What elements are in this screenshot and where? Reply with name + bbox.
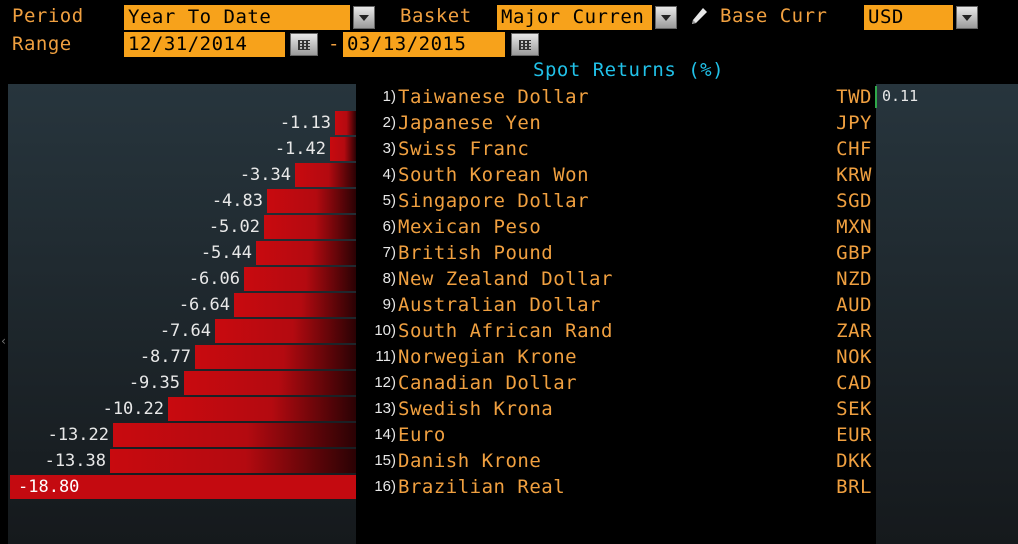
return-value-label: -13.38 (44, 451, 106, 471)
return-bar[interactable] (215, 319, 356, 343)
currency-name[interactable]: Brazilian Real (398, 476, 566, 498)
currency-code[interactable]: BRL (836, 476, 872, 498)
return-value-label: -18.80 (18, 477, 80, 497)
scroll-left-icon[interactable]: ‹ (0, 334, 8, 348)
rank-label: 13) (374, 400, 396, 417)
rank-label: 9) (382, 296, 396, 313)
base-currency-label: Base Curr (720, 5, 828, 27)
return-bar[interactable] (335, 111, 356, 135)
period-select[interactable]: Year To Date (124, 5, 350, 30)
currency-code[interactable]: GBP (836, 242, 872, 264)
currency-name[interactable]: Singapore Dollar (398, 190, 590, 212)
currency-code[interactable]: TWD (836, 86, 872, 108)
currency-code[interactable]: SEK (836, 398, 872, 420)
return-value-label: -13.22 (47, 425, 109, 445)
currency-code[interactable]: MXN (836, 216, 872, 238)
return-value-label: -5.02 (208, 217, 260, 237)
currency-name[interactable]: Japanese Yen (398, 112, 542, 134)
range-start-input[interactable]: 12/31/2014 (124, 32, 285, 57)
return-value-label: -8.77 (139, 347, 191, 367)
return-value-label: -4.83 (211, 191, 263, 211)
return-value-label: -6.06 (188, 269, 240, 289)
currency-name[interactable]: British Pound (398, 242, 554, 264)
currency-code[interactable]: NZD (836, 268, 872, 290)
currency-code[interactable]: CHF (836, 138, 872, 160)
currency-code[interactable]: DKK (836, 450, 872, 472)
period-label: Period (12, 5, 84, 27)
currency-code[interactable]: JPY (836, 112, 872, 134)
return-value-label: -9.35 (128, 373, 180, 393)
currency-name[interactable]: Mexican Peso (398, 216, 542, 238)
range-end-input[interactable]: 03/13/2015 (343, 32, 505, 57)
rank-label: 6) (382, 218, 396, 235)
return-bar[interactable] (113, 423, 356, 447)
return-bar[interactable] (295, 163, 356, 187)
return-value-label: -6.64 (178, 295, 230, 315)
base-currency-dropdown-button[interactable] (956, 6, 978, 29)
pencil-icon[interactable] (690, 7, 708, 27)
return-bar[interactable] (110, 449, 356, 473)
rank-label: 16) (374, 478, 396, 495)
return-value-label: -1.42 (274, 139, 326, 159)
currency-name[interactable]: Taiwanese Dollar (398, 86, 590, 108)
rank-label: 7) (382, 244, 396, 261)
currency-name[interactable]: Australian Dollar (398, 294, 601, 316)
currency-name[interactable]: Danish Krone (398, 450, 542, 472)
range-separator: - (328, 33, 340, 55)
currency-name[interactable]: South African Rand (398, 320, 613, 342)
currency-code[interactable]: CAD (836, 372, 872, 394)
return-bar[interactable] (10, 475, 356, 499)
rank-label: 4) (382, 166, 396, 183)
currency-name[interactable]: South Korean Won (398, 164, 590, 186)
return-value-label: 0.11 (882, 87, 919, 105)
rank-label: 3) (382, 140, 396, 157)
basket-select[interactable]: Major Curren (497, 5, 652, 30)
return-bar[interactable] (195, 345, 356, 369)
currency-code[interactable]: SGD (836, 190, 872, 212)
base-currency-select[interactable]: USD (864, 5, 953, 30)
currency-code[interactable]: NOK (836, 346, 872, 368)
currency-code[interactable]: AUD (836, 294, 872, 316)
return-bar[interactable] (184, 371, 356, 395)
return-bar[interactable] (234, 293, 356, 317)
basket-dropdown-button[interactable] (655, 6, 677, 29)
rank-label: 1) (382, 88, 396, 105)
rank-label: 10) (374, 322, 396, 339)
rank-label: 14) (374, 426, 396, 443)
calendar-icon-end[interactable] (511, 33, 539, 56)
return-value-label: -1.13 (279, 113, 331, 133)
currency-code[interactable]: ZAR (836, 320, 872, 342)
currency-name[interactable]: New Zealand Dollar (398, 268, 613, 290)
currency-name[interactable]: Canadian Dollar (398, 372, 578, 394)
range-label: Range (12, 33, 72, 55)
calendar-icon-start[interactable] (290, 33, 318, 56)
rank-label: 15) (374, 452, 396, 469)
currency-name[interactable]: Swedish Krona (398, 398, 554, 420)
rank-label: 2) (382, 114, 396, 131)
period-dropdown-button[interactable] (353, 6, 375, 29)
return-value-label: -3.34 (239, 165, 291, 185)
return-bar[interactable] (264, 215, 356, 239)
return-value-label: -7.64 (159, 321, 211, 341)
return-bar[interactable] (244, 267, 356, 291)
basket-label: Basket (400, 5, 472, 27)
currency-code[interactable]: KRW (836, 164, 872, 186)
currency-name[interactable]: Swiss Franc (398, 138, 530, 160)
return-value-label: -5.44 (200, 243, 252, 263)
currency-code[interactable]: EUR (836, 424, 872, 446)
return-bar[interactable] (875, 86, 877, 108)
rank-label: 11) (375, 348, 396, 365)
rank-label: 12) (374, 374, 396, 391)
positive-bars-panel (876, 84, 1018, 544)
return-value-label: -10.22 (102, 399, 164, 419)
return-bar[interactable] (267, 189, 356, 213)
currency-name[interactable]: Euro (398, 424, 446, 446)
return-bar[interactable] (168, 397, 356, 421)
return-bar[interactable] (330, 137, 356, 161)
chart-title: Spot Returns (%) (533, 59, 725, 81)
rank-label: 8) (382, 270, 396, 287)
currency-name[interactable]: Norwegian Krone (398, 346, 578, 368)
return-bar[interactable] (256, 241, 356, 265)
rank-label: 5) (382, 192, 396, 209)
